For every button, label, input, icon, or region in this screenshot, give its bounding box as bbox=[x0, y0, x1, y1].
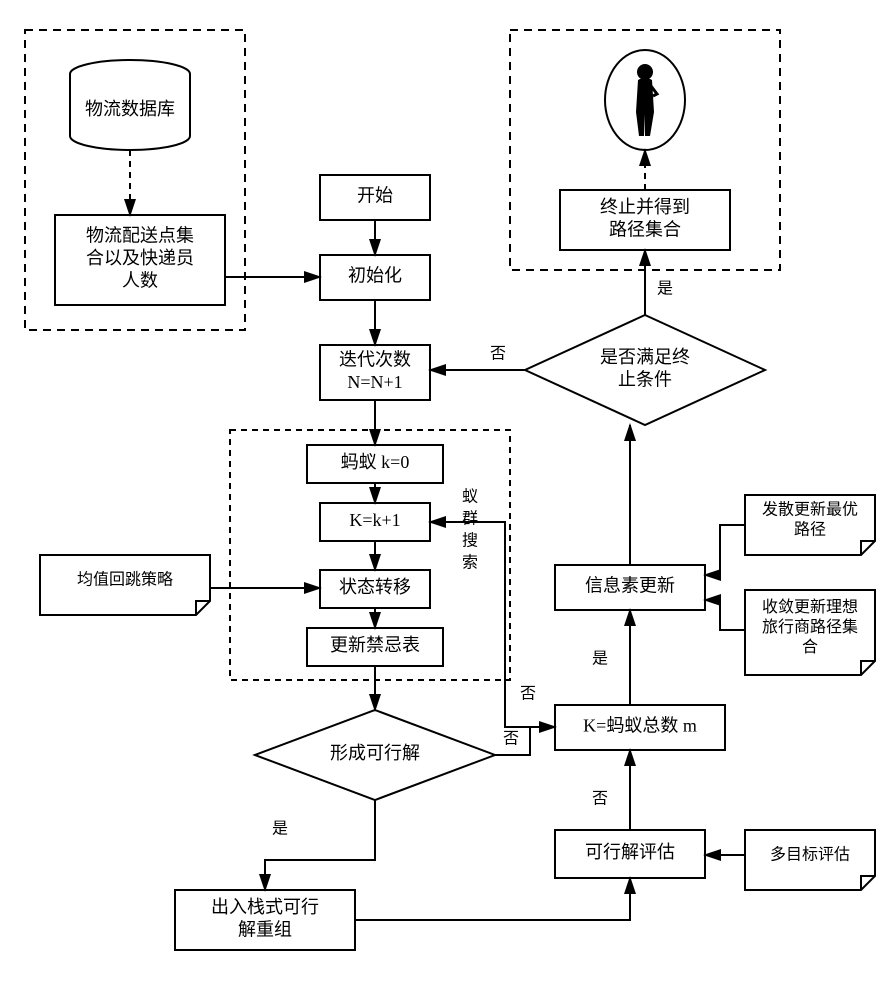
edge-feasible-recomb bbox=[265, 800, 375, 890]
edge-label-9: 是 bbox=[272, 821, 288, 838]
search_label: 群 bbox=[462, 510, 478, 528]
note_multi-label: 多目标评估 bbox=[770, 846, 850, 864]
stopcond-label: 止条件 bbox=[618, 369, 672, 389]
edge-note_divg-phero bbox=[705, 525, 745, 575]
iter-label: N=N+1 bbox=[347, 372, 402, 392]
end-label: 路径集合 bbox=[609, 219, 681, 239]
note_back-label: 均值回跳策略 bbox=[77, 571, 173, 589]
start-label: 开始 bbox=[357, 186, 393, 206]
stopcond-label: 是否满足终 bbox=[600, 347, 690, 367]
flowchart: 物流数据库物流配送点集合以及快递员人数 开始初始化迭代次数 N=N+1 蚂蚁 k=0 K… bbox=[0, 0, 886, 1000]
edge-label-15: 是 bbox=[592, 651, 608, 668]
state-label: 状态转移 bbox=[339, 577, 411, 597]
search_label: 蚁 bbox=[462, 488, 478, 506]
note_divg-label: 发散更新最优 bbox=[762, 501, 858, 519]
init-label: 初始化 bbox=[348, 266, 402, 286]
points-label: 人数 bbox=[122, 271, 158, 291]
edge-label-20: 是 bbox=[657, 281, 673, 298]
ant0-label: 蚂蚁 k=0 bbox=[341, 452, 410, 472]
edge-recomb-eval bbox=[355, 878, 630, 920]
edge-label-14: 否 bbox=[520, 686, 536, 703]
points-label: 物流配送点集 bbox=[86, 226, 194, 246]
note_conv-label: 合 bbox=[802, 638, 818, 656]
taboo-label: 更新禁忌表 bbox=[330, 635, 420, 655]
edge-antTotal-kpp bbox=[430, 522, 555, 727]
kpp-label: K=k+1 bbox=[349, 510, 400, 530]
db-label: 物流数据库 bbox=[85, 99, 175, 119]
antTotal-label: K=蚂蚁总数 m bbox=[583, 716, 697, 736]
edge-label-13: 否 bbox=[592, 791, 608, 808]
end-label: 终止并得到 bbox=[600, 197, 690, 217]
edge-note_conv-phero bbox=[705, 600, 745, 630]
eval-label: 可行解评估 bbox=[585, 842, 675, 862]
iter-label: 迭代次数 bbox=[339, 349, 411, 369]
note_conv-label: 收敛更新理想 bbox=[762, 598, 858, 616]
note_divg-label: 路径 bbox=[794, 521, 826, 539]
search_label: 索 bbox=[462, 554, 478, 572]
search_label: 搜 bbox=[462, 532, 478, 550]
points-label: 合以及快递员 bbox=[86, 248, 194, 268]
edge-label-19: 否 bbox=[490, 346, 506, 363]
recomb-label: 出入栈式可行 bbox=[211, 897, 319, 917]
note_conv-label: 旅行商路径集 bbox=[762, 618, 858, 636]
feasible-label: 形成可行解 bbox=[330, 743, 420, 763]
phero-label: 信息素更新 bbox=[585, 576, 675, 596]
edge-label-10: 否 bbox=[503, 731, 519, 748]
recomb-label: 解重组 bbox=[238, 919, 292, 939]
